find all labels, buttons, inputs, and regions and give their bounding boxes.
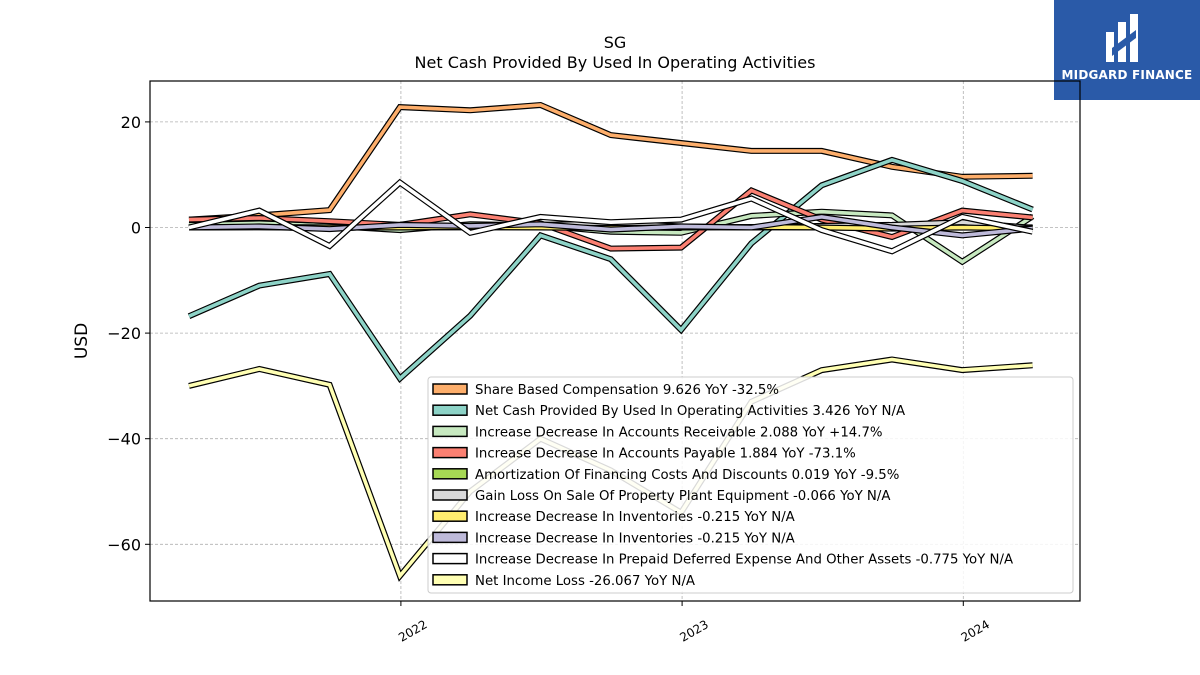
series-line-stroke (188, 215, 1033, 238)
legend-swatch (432, 489, 468, 501)
y-tick-label: 20 (121, 113, 141, 132)
series-line (188, 187, 1033, 252)
legend-swatch (432, 383, 468, 395)
brand-name: MIDGARD FINANCE (1061, 68, 1193, 82)
legend-entry: Increase Decrease In Prepaid Deferred Ex… (475, 553, 1013, 568)
legend-swatch (432, 552, 468, 565)
y-tick-label: −20 (107, 324, 141, 343)
plot-frame (149, 80, 1081, 602)
brand-logo: MIDGARD FINANCE (1054, 0, 1200, 100)
series-line-stroke (188, 103, 1033, 222)
chart-subtitle: Net Cash Provided By Used In Operating A… (415, 53, 816, 72)
y-tick-label: −40 (107, 430, 141, 449)
y-axis-label: USD (72, 323, 92, 359)
series-line (188, 178, 1034, 255)
logo-mark-icon (1106, 14, 1138, 62)
legend-entry: Increase Decrease In Inventories -0.215 … (475, 531, 795, 546)
series-lines (187, 101, 1035, 582)
series-line-stroke (188, 158, 1034, 382)
legend-entry: Amortization Of Financing Costs And Disc… (475, 468, 899, 483)
legend-swatch (432, 574, 468, 586)
legend-box (427, 376, 1074, 594)
series-line-stroke (188, 188, 1033, 251)
legend-entry: Increase Decrease In Inventories -0.215 … (475, 510, 795, 525)
series-line (188, 213, 1033, 239)
series-line (187, 156, 1034, 384)
legend-entry: Share Based Compensation 9.626 YoY -32.5… (475, 383, 779, 398)
legend-entry: Increase Decrease In Accounts Receivable… (475, 425, 883, 440)
legend-swatch (432, 510, 468, 522)
legend-swatch (432, 468, 468, 480)
series-line-outline (187, 156, 1034, 384)
series-line-outline (188, 178, 1034, 255)
y-axis-ticks: 20 0 −20 −40 −60 (107, 113, 150, 554)
series-line-stroke (188, 180, 1033, 254)
legend-swatch (432, 531, 468, 544)
x-tick-label: 2023 (677, 617, 710, 644)
legend-entry: Gain Loss On Sale Of Property Plant Equi… (475, 489, 890, 504)
series-line (188, 101, 1033, 223)
legend-swatch (432, 446, 468, 459)
legend-swatch (432, 404, 468, 416)
legend-swatch (432, 425, 468, 438)
x-tick-label: 2024 (959, 617, 992, 644)
y-tick-label: −60 (107, 535, 141, 554)
chart-title: SG (604, 33, 627, 52)
legend-entry: Net Cash Provided By Used In Operating A… (475, 404, 905, 419)
x-tick-label: 2022 (396, 617, 429, 644)
y-tick-label: 0 (131, 219, 141, 238)
legend-entry: Increase Decrease In Accounts Payable 1.… (475, 447, 856, 462)
legend-entry: Net Income Loss -26.067 YoY N/A (475, 574, 695, 589)
legend: Share Based Compensation 9.626 YoY -32.5… (427, 376, 1074, 594)
x-axis-ticks: 2022 2023 2024 (396, 601, 992, 645)
